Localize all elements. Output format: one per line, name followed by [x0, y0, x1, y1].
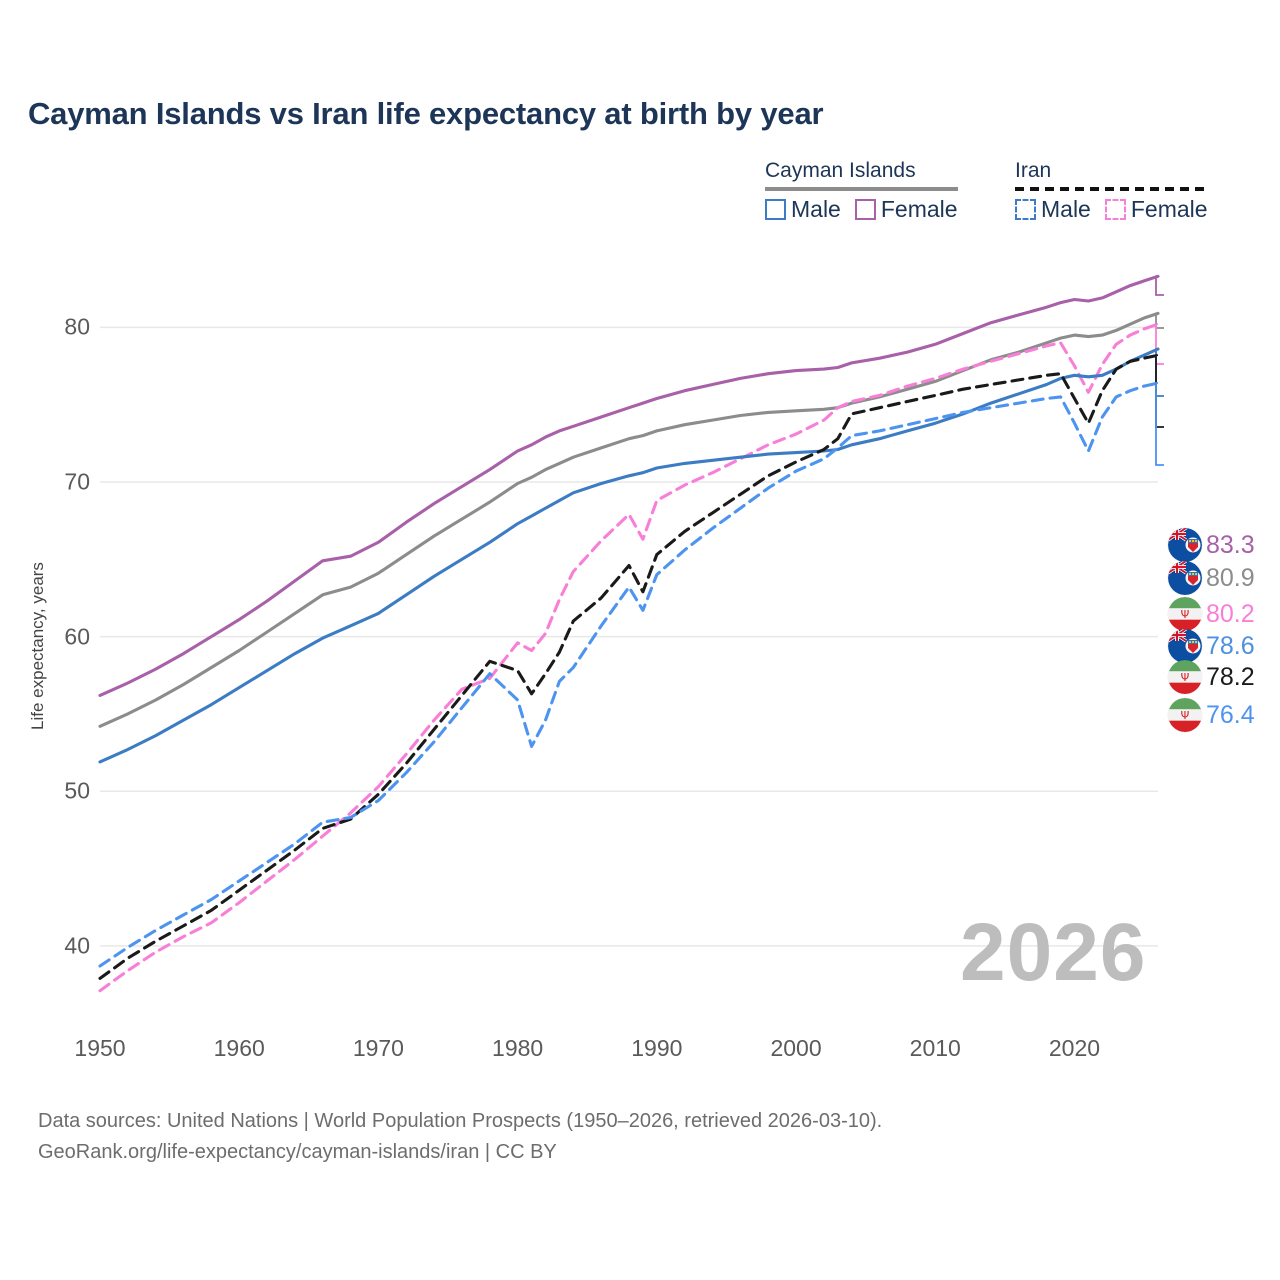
x-tick-label: 2010 — [909, 1035, 961, 1061]
series-leader-line — [1155, 354, 1164, 428]
series-end-label: Ψ 76.4 — [1168, 698, 1255, 732]
series-leader-line — [1155, 323, 1164, 365]
x-tick-label: 1970 — [352, 1035, 404, 1061]
legend-item-label: Female — [880, 196, 958, 222]
legend-swatch-male-icon — [1015, 199, 1036, 220]
series-end-value: 80.9 — [1206, 563, 1255, 592]
legend-item-label: Male — [791, 196, 841, 222]
series-line — [98, 311, 1160, 728]
legend-item-iran-male[interactable]: Male — [1015, 198, 1091, 221]
legend-item-iran-female[interactable]: Female — [1104, 196, 1208, 222]
iran-flag-icon: Ψ — [1168, 660, 1202, 694]
series-end-label: 83.3 — [1168, 528, 1255, 562]
svg-text:Ψ: Ψ — [1181, 608, 1190, 621]
series-end-value: 83.3 — [1206, 530, 1255, 559]
series-end-value: 76.4 — [1206, 700, 1255, 729]
series-end-label: Ψ 80.2 — [1168, 597, 1255, 631]
x-tick-label: 1980 — [492, 1035, 544, 1061]
series-line — [98, 353, 1160, 980]
y-axis-title: Life expectancy, years — [28, 562, 47, 730]
x-tick-label: 2020 — [1048, 1035, 1101, 1061]
series-line — [98, 274, 1160, 697]
legend-swatch-female-icon — [1104, 199, 1126, 220]
series-line — [98, 381, 1160, 968]
svg-text:Ψ: Ψ — [1181, 709, 1190, 722]
chart-legend: Cayman Islands Male Female Iran Male — [760, 160, 1260, 240]
series-line — [98, 347, 1160, 764]
legend-item-cayman-male[interactable]: Male — [765, 198, 841, 221]
svg-text:Ψ: Ψ — [1181, 671, 1190, 684]
legend-rule-dashed — [1015, 187, 1208, 191]
series-end-label: Ψ 78.2 — [1168, 660, 1255, 694]
series-end-label: 78.6 — [1168, 629, 1255, 663]
legend-swatch-male-icon — [765, 199, 786, 220]
series-line — [98, 322, 1160, 993]
x-tick-label: 2000 — [770, 1035, 822, 1061]
y-tick-label: 40 — [64, 932, 90, 959]
legend-rule-solid — [765, 187, 958, 191]
legend-country-label: Iran — [1015, 159, 1052, 182]
legend-swatch-female-icon — [854, 199, 876, 220]
cayman-islands-flag-icon — [1168, 528, 1202, 562]
footer-line-sources: Data sources: United Nations | World Pop… — [38, 1110, 883, 1132]
x-tick-label: 1990 — [631, 1035, 683, 1061]
legend-item-label: Male — [1041, 196, 1091, 222]
legend-group-cayman-islands: Cayman Islands Male Female — [765, 160, 958, 221]
legend-item-cayman-female[interactable]: Female — [854, 196, 958, 222]
series-leader-line — [1155, 382, 1164, 466]
series-leader-line — [1155, 275, 1164, 296]
x-tick-label: 1950 — [74, 1035, 126, 1061]
footer-credits: Data sources: United Nations | World Pop… — [38, 1106, 882, 1168]
cayman-islands-flag-icon — [1168, 629, 1202, 663]
year-watermark: 2026 — [960, 907, 1147, 998]
y-tick-label: 50 — [64, 777, 90, 804]
series-leader-line — [1155, 312, 1164, 329]
legend-group-iran: Iran Male Female — [1015, 160, 1208, 221]
y-tick-label: 60 — [64, 623, 90, 650]
legend-item-label: Female — [1130, 196, 1208, 222]
y-tick-label: 80 — [64, 313, 90, 340]
series-end-value: 80.2 — [1206, 599, 1255, 628]
series-end-label: 80.9 — [1168, 561, 1255, 595]
page-title: Cayman Islands vs Iran life expectancy a… — [28, 96, 824, 131]
series-end-value: 78.2 — [1206, 662, 1255, 691]
cayman-islands-flag-icon — [1168, 561, 1202, 595]
series-end-value: 78.6 — [1206, 631, 1255, 660]
x-tick-label: 1960 — [213, 1035, 265, 1061]
iran-flag-icon: Ψ — [1168, 698, 1202, 732]
legend-country-label: Cayman Islands — [765, 159, 916, 182]
footer-line-url[interactable]: GeoRank.org/life-expectancy/cayman-islan… — [38, 1141, 557, 1163]
y-tick-label: 70 — [64, 468, 90, 495]
iran-flag-icon: Ψ — [1168, 597, 1202, 631]
